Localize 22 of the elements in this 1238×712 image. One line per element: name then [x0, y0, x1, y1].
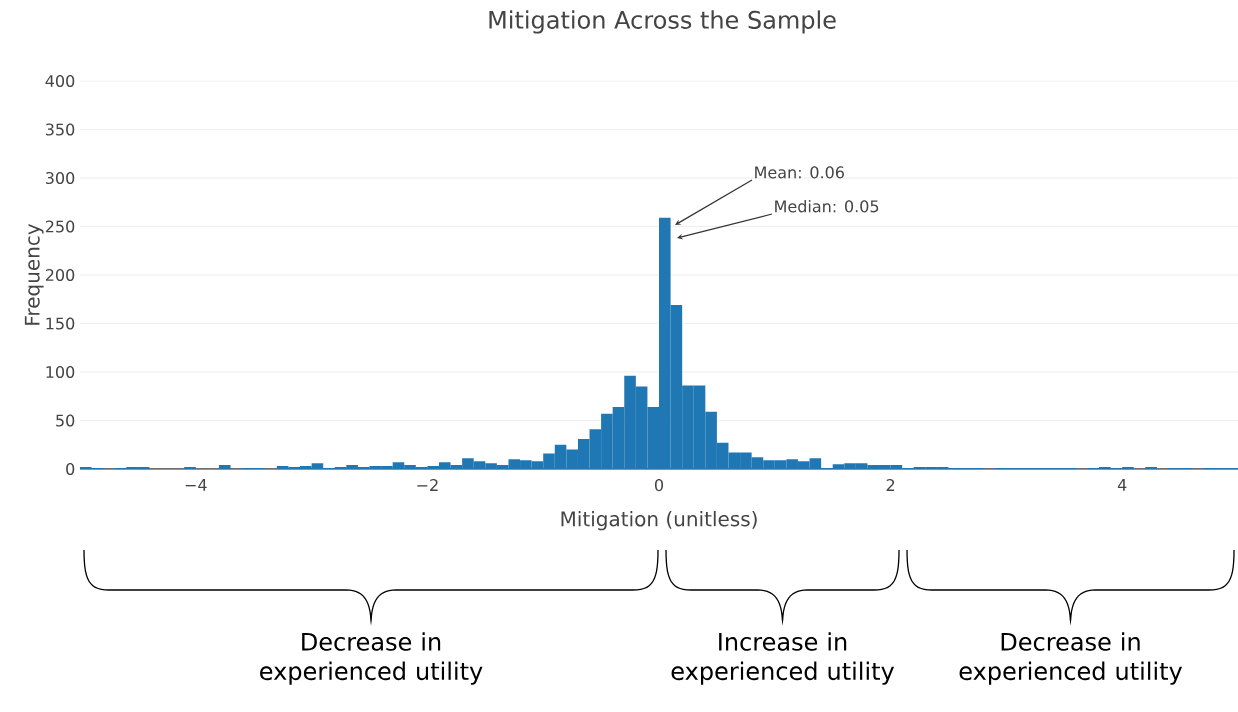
text: Decrease in experienced utility — [260, 632, 483, 685]
x-tick-label: 2 — [886, 479, 895, 491]
y-axis-title: Frequency — [24, 223, 44, 325]
y-tick-label: 400 — [45, 74, 75, 88]
y-tick-label: 200 — [45, 268, 75, 282]
y-tick-label: 300 — [45, 171, 75, 185]
annotation: Mean: 0.06 — [755, 166, 844, 179]
y-tick-label: 250 — [45, 220, 75, 233]
x-tick-label: 4 — [1117, 479, 1127, 491]
y-tick-label: 50 — [56, 414, 75, 427]
x-axis-title: Mitigation (unitless) — [561, 510, 757, 531]
chart-title: Mitigation Across the Sample — [489, 10, 836, 34]
y-tick-label: 350 — [45, 123, 75, 136]
annotation: Median: 0.05 — [775, 200, 879, 213]
y-tick-label: 0 — [66, 462, 75, 476]
y-tick-label: 150 — [46, 317, 75, 330]
text: Decrease in experienced utility — [959, 632, 1183, 685]
y-tick-label: 100 — [46, 365, 75, 379]
x-tick-label: 0 — [654, 479, 664, 492]
x-tick-label: −4 — [185, 479, 207, 491]
text: Increase in experienced utility — [671, 632, 895, 685]
x-tick-label: −2 — [417, 479, 438, 491]
